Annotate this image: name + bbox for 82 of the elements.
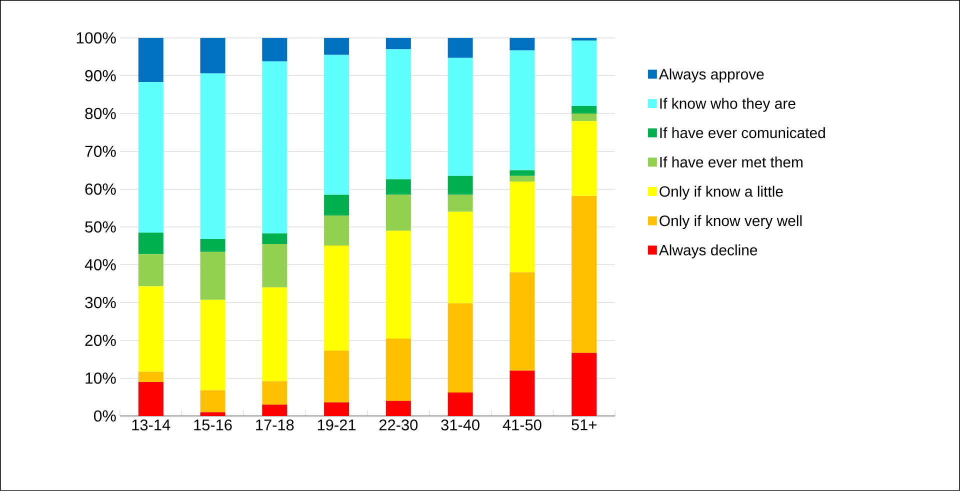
bar <box>138 38 164 82</box>
x-tick-label: 15-16 <box>194 420 232 430</box>
bar <box>324 216 350 246</box>
y-tick-label: 90% <box>85 70 116 82</box>
bar <box>510 50 535 170</box>
bar <box>386 38 411 50</box>
bar <box>448 58 473 176</box>
bar <box>138 286 164 372</box>
bar <box>572 38 597 41</box>
legend-label: If have ever comunicated <box>660 127 825 138</box>
legend-label: If have ever met them <box>660 156 802 168</box>
y-tick-label: 20% <box>85 334 116 346</box>
bar <box>572 106 597 114</box>
x-tick-label: 13-14 <box>132 420 170 430</box>
x-tick-label: 17-18 <box>256 420 294 430</box>
bar <box>200 38 226 74</box>
y-tick-label: 50% <box>85 221 116 233</box>
bar <box>510 370 535 416</box>
bar <box>324 350 350 402</box>
bar <box>386 49 411 180</box>
bar <box>200 412 226 416</box>
legend-label: Always decline <box>658 244 758 258</box>
bar <box>572 40 597 106</box>
bar <box>262 287 288 382</box>
bar <box>138 254 164 286</box>
bar <box>200 73 226 240</box>
bar <box>510 170 535 176</box>
bar <box>572 114 597 122</box>
bar <box>324 54 350 195</box>
legend-label: Only if know a little <box>660 186 783 200</box>
bar <box>200 252 226 300</box>
bar <box>386 400 411 416</box>
bar <box>262 233 288 244</box>
bar <box>200 390 226 412</box>
bar <box>200 300 226 390</box>
bar <box>262 381 288 405</box>
bar <box>448 176 473 195</box>
bar <box>572 196 597 353</box>
bar <box>448 392 473 416</box>
bar <box>324 38 350 55</box>
bar <box>324 402 350 416</box>
bar <box>262 244 288 288</box>
x-tick-label: 22-30 <box>379 420 418 430</box>
bar <box>510 272 535 371</box>
y-tick-label: 10% <box>86 372 116 384</box>
bar <box>324 246 350 351</box>
x-tick-label: 41-50 <box>502 420 542 430</box>
bar <box>572 121 597 196</box>
bar <box>448 303 473 393</box>
bar <box>262 61 288 234</box>
bar <box>262 404 288 416</box>
y-tick-label: 40% <box>84 259 116 270</box>
bar <box>138 82 164 233</box>
y-tick-label: 0% <box>94 410 116 422</box>
bar <box>386 338 411 401</box>
y-tick-label: 80% <box>85 108 116 120</box>
bar <box>572 352 597 416</box>
bar <box>448 212 473 304</box>
bar <box>138 382 164 416</box>
y-tick-label: 100% <box>76 32 116 44</box>
y-tick-label: 60% <box>85 184 116 195</box>
bar <box>510 38 535 50</box>
bar <box>324 194 350 216</box>
x-tick-label: 31-40 <box>441 420 480 430</box>
bar <box>510 182 535 272</box>
bar <box>262 38 288 62</box>
y-tick-label: 70% <box>85 146 116 158</box>
bar <box>200 239 226 252</box>
bar <box>138 232 164 254</box>
legend-label: If know who they are <box>660 98 796 112</box>
legend-label: Always approve <box>658 68 764 83</box>
x-tick-label: 19-21 <box>318 420 356 430</box>
bar <box>510 176 535 182</box>
bar <box>448 194 473 212</box>
x-tick-label: 51+ <box>572 420 596 430</box>
bar <box>138 372 164 382</box>
y-tick-label: 30% <box>85 296 116 308</box>
bar <box>386 230 411 339</box>
bar <box>448 38 473 58</box>
bar <box>386 179 411 195</box>
bar <box>386 194 411 231</box>
legend-label: Only if know very well <box>660 215 802 230</box>
